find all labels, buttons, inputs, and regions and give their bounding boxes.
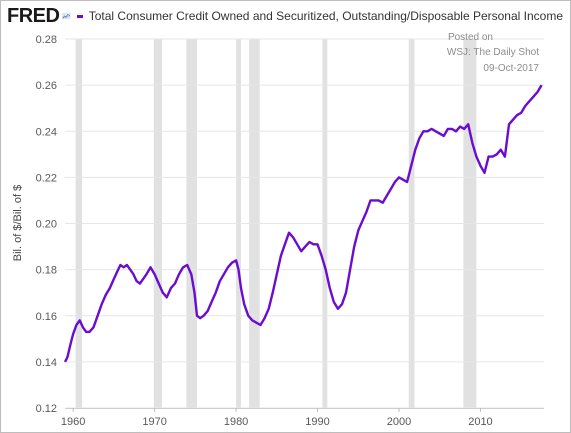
chart-header: FRED Total Consumer Credit Owned and Sec…: [7, 5, 563, 27]
x-axis-ticks: 1960 1970 1980 1990 2000 2010: [61, 408, 544, 428]
annotation-source: WSJ: The Daily Shot: [447, 47, 539, 58]
y-tick-label-5: 0.22: [36, 172, 57, 184]
fred-line-chart-icon: [62, 12, 72, 20]
x-tick-label-4: 2000: [387, 416, 411, 428]
y-tick-label-4: 0.20: [36, 219, 57, 231]
fred-logo[interactable]: FRED: [7, 5, 60, 27]
legend-entry[interactable]: Total Consumer Credit Owned and Securiti…: [88, 9, 563, 23]
x-tick-label-3: 1990: [305, 416, 329, 428]
x-tick-label-1: 1970: [142, 416, 166, 428]
y-axis-label: Bil. of $/Bil. of $: [12, 185, 24, 261]
legend-swatch: [77, 14, 83, 18]
y-axis-ticks: 0.12 0.14 0.16 0.18 0.20 0.22 0.24 0.26 0.28: [36, 34, 57, 415]
x-tick-label-2: 1980: [224, 416, 248, 428]
y-tick-label-2: 0.16: [36, 311, 57, 323]
y-tick-label-6: 0.24: [36, 126, 57, 138]
y-tick-label-8: 0.28: [36, 34, 57, 46]
y-tick-label-3: 0.18: [36, 265, 57, 277]
y-tick-label-1: 0.14: [36, 357, 57, 369]
x-tick-label-5: 2010: [468, 416, 492, 428]
series-line: [63, 84, 543, 363]
annotation-posted: Posted on: [448, 32, 493, 43]
x-tick-label-0: 1960: [61, 416, 85, 428]
y-tick-label-7: 0.26: [36, 80, 57, 92]
annotation-block: Posted on WSJ: The Daily Shot 09-Oct-201…: [447, 32, 540, 74]
y-tick-label-0: 0.12: [36, 403, 57, 415]
annotation-date: 09-Oct-2017: [483, 63, 539, 74]
